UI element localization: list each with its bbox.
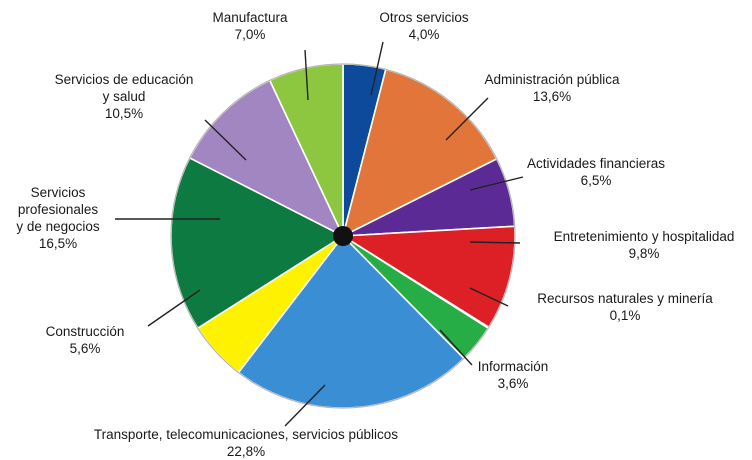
slice-category-label: Administración pública — [484, 72, 620, 87]
slice-label-2: Actividades financieras 6,5% — [527, 156, 665, 188]
slice-label-9: Servicios de educación y salud 10,5% — [55, 72, 194, 121]
leader-line-3 — [469, 241, 521, 244]
slice-category-label: Servicios — [31, 185, 86, 200]
slice-value-label: 4,0% — [409, 27, 440, 42]
slice-value-label: 5,6% — [70, 341, 101, 356]
leader-line-0 — [370, 41, 384, 96]
leader-line-7 — [147, 289, 201, 327]
slice-value-label: 3,6% — [498, 376, 529, 391]
leader-line-4 — [469, 287, 509, 307]
slice-label-8: Servicios profesionales y de negocios 16,5% — [16, 185, 100, 251]
leader-line-6 — [284, 384, 326, 427]
slice-category-label: Actividades financieras — [527, 156, 665, 171]
leader-line-2 — [469, 176, 524, 191]
leader-line-9 — [204, 119, 247, 161]
slice-labels: Otros servicios 4,0% Administración públic… — [16, 10, 734, 459]
slice-value-label: 16,5% — [39, 236, 77, 251]
pie-outline — [170, 63, 516, 409]
slice-category-label: Recursos naturales y minería — [537, 291, 713, 306]
slice-label-3: Entretenimiento y hospitalidad 9,8% — [554, 229, 735, 261]
pie-center-dot — [333, 226, 353, 246]
slice-category-label: Manufactura — [212, 10, 288, 25]
slice-category-label: Entretenimiento y hospitalidad — [554, 229, 735, 244]
slice-value-label: 6,5% — [581, 173, 612, 188]
slice-category-label: Servicios de educación — [55, 72, 194, 87]
slice-category-label: y de negocios — [16, 219, 100, 234]
slice-category-label: Información — [478, 359, 549, 374]
slice-category-label: Otros servicios — [379, 10, 469, 25]
slice-label-7: Construcción 5,6% — [46, 324, 125, 356]
slice-category-label: Construcción — [46, 324, 125, 339]
slice-value-label: 0,1% — [610, 308, 641, 323]
slice-value-label: 9,8% — [629, 246, 660, 261]
leader-line-10 — [304, 49, 309, 101]
slice-label-4: Recursos naturales y minería 0,1% — [537, 291, 713, 323]
slice-label-10: Manufactura 7,0% — [212, 10, 288, 42]
slice-category-label: profesionales — [18, 202, 99, 217]
slice-label-5: Información 3,6% — [478, 359, 549, 391]
slice-value-label: 7,0% — [235, 27, 266, 42]
slice-label-1: Administración pública 13,6% — [484, 72, 620, 104]
leader-line-5 — [439, 329, 473, 366]
slice-label-6: Transporte, telecomunicaciones, servicio… — [94, 427, 398, 459]
slice-value-label: 10,5% — [105, 106, 143, 121]
slice-label-0: Otros servicios 4,0% — [379, 10, 469, 42]
slice-value-label: 13,6% — [533, 89, 571, 104]
slice-value-label: 22,8% — [227, 444, 265, 459]
leader-line-1 — [445, 97, 489, 141]
leader-lines — [115, 41, 524, 427]
slice-category-label: Transporte, telecomunicaciones, servicio… — [94, 427, 398, 442]
slice-category-label: y salud — [103, 89, 146, 104]
